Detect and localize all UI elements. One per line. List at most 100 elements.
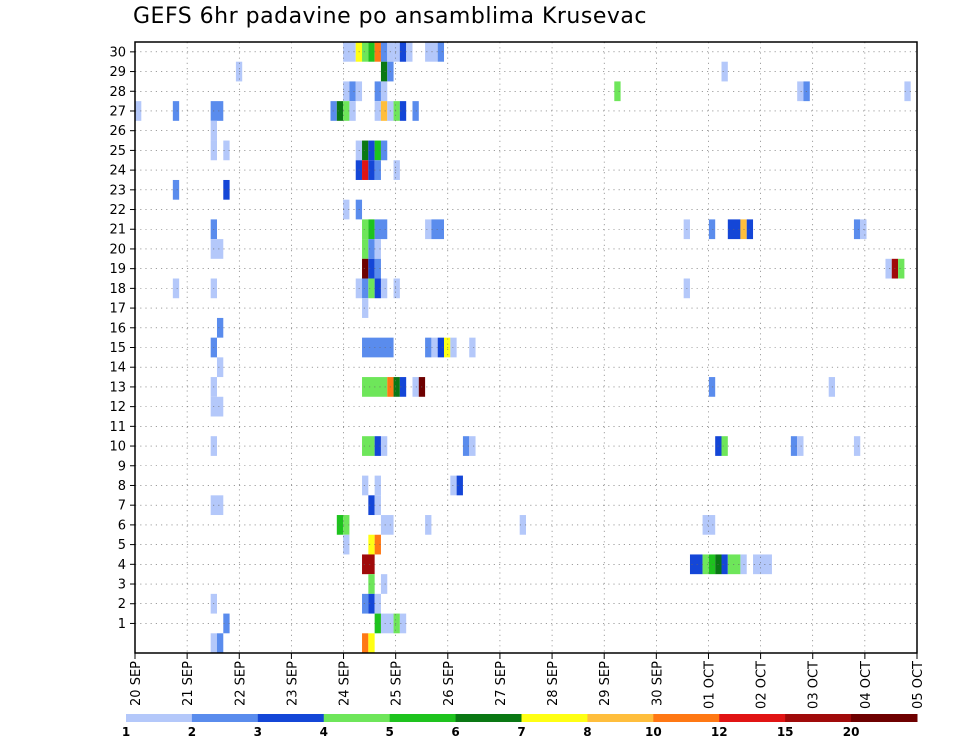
y-tick-label: 2: [118, 597, 126, 612]
heatmap-cell: [336, 101, 344, 121]
heatmap-cell: [462, 436, 470, 456]
heatmap-cell: [853, 436, 861, 456]
y-tick-label: 29: [109, 65, 126, 80]
x-axis-ticks: 20 SEP 21 SEP 22 SEP 23 SEP 24 SEP 25 SEP 26 S…: [129, 653, 926, 709]
heatmap-cell: [368, 239, 375, 259]
y-tick-label: 9: [118, 459, 126, 474]
heatmap-cell: [380, 61, 388, 82]
heatmap-cell: [885, 258, 892, 279]
heatmap-cell: [374, 436, 381, 456]
heatmap-cell: [349, 101, 356, 121]
heatmap-cell: [362, 239, 369, 259]
x-tick-label: 29 SEP: [598, 661, 613, 706]
y-tick-label: 18: [109, 282, 126, 297]
heatmap-cell: [614, 81, 621, 102]
heatmap-cell: [374, 140, 381, 161]
colorbar-swatch: [126, 714, 193, 722]
heatmap-cell: [362, 633, 369, 653]
x-tick-label: 24 SEP: [338, 661, 353, 706]
heatmap-cell: [380, 81, 388, 102]
y-tick-label: 5: [118, 538, 126, 553]
y-tick-label: 8: [118, 479, 126, 494]
colorbar-tick-label: 10: [645, 725, 662, 739]
heatmap-cell: [374, 42, 381, 62]
x-tick-label: 23 SEP: [285, 661, 300, 706]
heatmap-cell: [380, 613, 394, 634]
colorbar-tick-label: 15: [777, 725, 794, 739]
heatmap-cell: [898, 258, 905, 279]
heatmap-cell: [362, 593, 369, 614]
colorbar-swatch: [653, 714, 720, 722]
heatmap-cell: [343, 534, 350, 555]
colorbar-swatch: [785, 714, 852, 722]
colorbar-tick-label: 3: [254, 725, 262, 739]
x-tick-label: 02 OCT: [755, 661, 770, 709]
heatmap-cell: [210, 495, 224, 516]
heatmap-cell: [708, 554, 716, 575]
chart-title: GEFS 6hr padavine po ansamblima Krusevac: [133, 4, 647, 29]
heatmap-cell: [343, 81, 350, 102]
y-tick-label: 1: [118, 617, 126, 632]
heatmap-cell: [135, 101, 142, 121]
y-tick-label: 19: [109, 262, 126, 277]
y-tick-label: 20: [109, 242, 126, 257]
y-tick-label: 15: [109, 341, 126, 356]
heatmap-cell: [904, 81, 911, 102]
y-tick-label: 13: [109, 380, 126, 395]
x-tick-label: 26 SEP: [442, 661, 457, 706]
heatmap-cell: [374, 239, 381, 259]
x-tick-label: 28 SEP: [546, 661, 561, 706]
y-tick-label: 7: [118, 499, 126, 514]
heatmap-cell: [343, 101, 350, 121]
y-tick-label: 21: [109, 223, 126, 238]
y-tick-label: 3: [118, 578, 126, 593]
heatmap-cell: [343, 515, 350, 535]
heatmap-cell: [210, 239, 224, 259]
colorbar-tick-label: 2: [188, 725, 196, 739]
colorbar-swatch: [587, 714, 654, 722]
heatmap-cell: [708, 377, 716, 397]
x-tick-label: 04 OCT: [859, 661, 874, 709]
heatmap-cell: [362, 42, 369, 62]
colorbar-tick-label: 7: [517, 725, 525, 739]
heatmap-cell: [399, 42, 407, 62]
colorbar-tick-label: 8: [583, 725, 591, 739]
heatmap-cell: [469, 337, 476, 358]
heatmap-cell: [450, 337, 457, 358]
heatmap-cell: [368, 278, 375, 299]
x-tick-label: 01 OCT: [702, 661, 717, 709]
colorbar-swatch: [719, 714, 786, 722]
heatmap-cell: [721, 554, 728, 575]
heatmap-cell: [450, 475, 457, 496]
heatmap-cell: [368, 42, 375, 62]
heatmap-cell: [362, 475, 369, 496]
heatmap-cell: [210, 633, 217, 653]
heatmap-cell: [374, 278, 381, 299]
heatmap-cell: [172, 101, 180, 121]
heatmap-cell: [380, 42, 388, 62]
x-tick-label: 03 OCT: [807, 661, 822, 709]
heatmap-cell: [797, 81, 804, 102]
y-tick-label: 30: [109, 45, 126, 60]
heatmap-cell: [362, 160, 369, 180]
y-tick-label: 26: [109, 124, 126, 139]
y-tick-label: 16: [109, 321, 126, 336]
heatmap-cell: [399, 613, 407, 634]
heatmap-cell: [343, 42, 356, 62]
heatmap-cell: [469, 436, 476, 456]
colorbar-swatch: [257, 714, 325, 722]
heatmap-cell: [374, 81, 381, 102]
heatmap-cell: [374, 593, 381, 614]
y-axis-ticks: 1234567891011121314151617181920212223242…: [109, 45, 135, 632]
heatmap-cell: [425, 337, 432, 358]
y-tick-label: 14: [109, 361, 126, 376]
x-tick-label: 27 SEP: [494, 661, 509, 706]
colorbar-tick-label: 5: [385, 725, 393, 739]
heatmap-cell: [368, 593, 375, 614]
colorbar: 1 2 3 4 5 6 7 8 10 12 15 20: [122, 714, 918, 739]
heatmap-cell: [393, 377, 400, 397]
heatmap-cell: [362, 436, 375, 456]
heatmap-cell: [437, 337, 445, 358]
heatmap-cell: [216, 633, 224, 653]
heatmap-cell: [349, 81, 356, 102]
